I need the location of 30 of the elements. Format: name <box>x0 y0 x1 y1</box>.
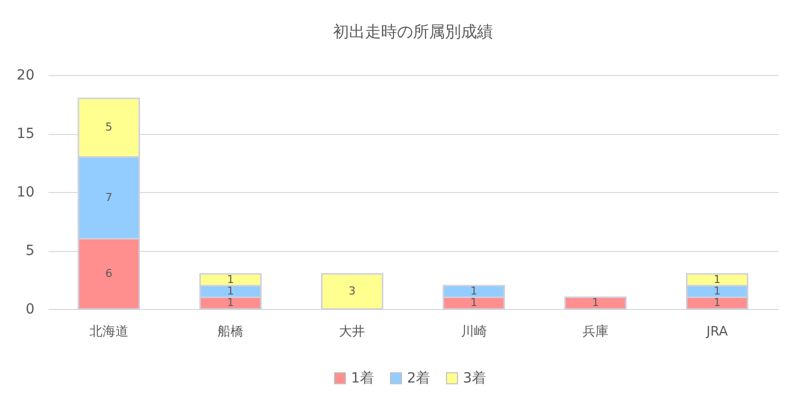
y-tick-label: 20 <box>16 68 34 84</box>
data-label: 6 <box>105 266 112 280</box>
data-label: 1 <box>227 296 234 310</box>
x-tick-label: 大井 <box>339 324 366 340</box>
x-tick-label: 兵庫 <box>582 324 608 340</box>
data-label: 3 <box>348 284 356 298</box>
x-tick-label: 川崎 <box>460 324 487 340</box>
y-tick-label: 0 <box>26 302 34 318</box>
data-label: 1 <box>470 284 478 298</box>
data-label: 1 <box>714 284 721 298</box>
data-label: 5 <box>105 120 112 134</box>
data-label: 1 <box>714 272 721 286</box>
x-tick-label: 北海道 <box>89 324 128 340</box>
data-label: 1 <box>227 272 234 286</box>
bar <box>321 273 384 310</box>
legend-label: 3着 <box>463 370 486 386</box>
x-tick-label: 船橋 <box>218 324 244 340</box>
y-tick-label: 15 <box>16 126 34 142</box>
bar <box>564 296 627 310</box>
x-tick-label: JRA <box>706 324 728 340</box>
data-label: 1 <box>714 296 721 310</box>
chart-title: 初出走時の所属別成績 <box>333 22 493 41</box>
y-tick-label: 5 <box>26 243 34 259</box>
data-label: 1 <box>227 284 234 298</box>
data-label: 1 <box>470 296 478 310</box>
y-tick-label: 10 <box>16 184 34 200</box>
legend-label: 1着 <box>351 370 374 386</box>
data-label: 1 <box>592 296 599 310</box>
data-label: 7 <box>105 190 112 204</box>
legend-label: 2着 <box>407 370 430 386</box>
